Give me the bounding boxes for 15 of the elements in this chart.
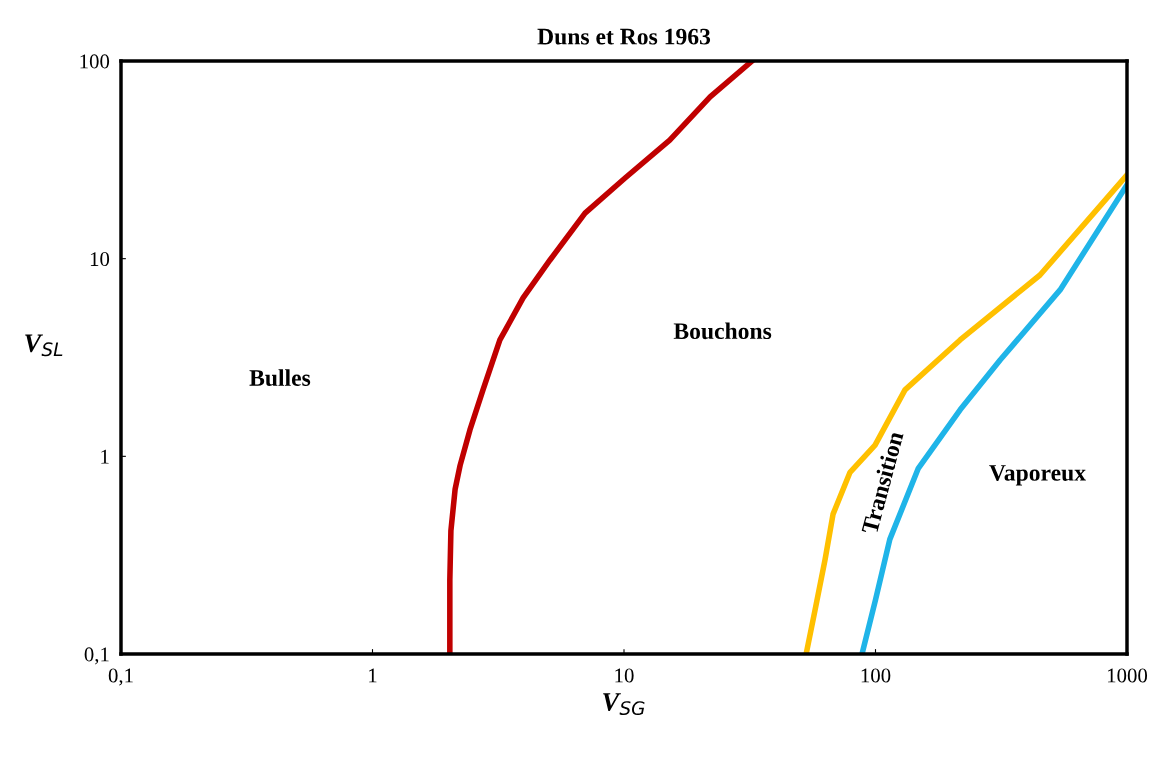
y-tick-label: 100 <box>80 54 110 69</box>
x-tick-label: 1 <box>369 668 377 683</box>
x-tick-label: 1000 <box>1108 668 1148 683</box>
chart-title: Duns et Ros 1963 <box>537 28 711 45</box>
annotation: Bulles <box>249 369 311 386</box>
x-tick-label: 0,1 <box>108 668 133 686</box>
x-tick-label: 100 <box>861 668 891 683</box>
x-tick-label: 10 <box>615 668 634 683</box>
annotation: Bouchons <box>673 322 772 340</box>
y-axis-title: V$_{SL}$ <box>25 334 63 357</box>
y-tick-label: 10 <box>90 252 110 267</box>
y-tick-label: 1 <box>101 449 109 464</box>
annotation: Vaporeux <box>989 465 1086 486</box>
y-tick-label: 0,1 <box>84 647 109 665</box>
x-axis-title: V$_{SG}$ <box>603 693 645 716</box>
